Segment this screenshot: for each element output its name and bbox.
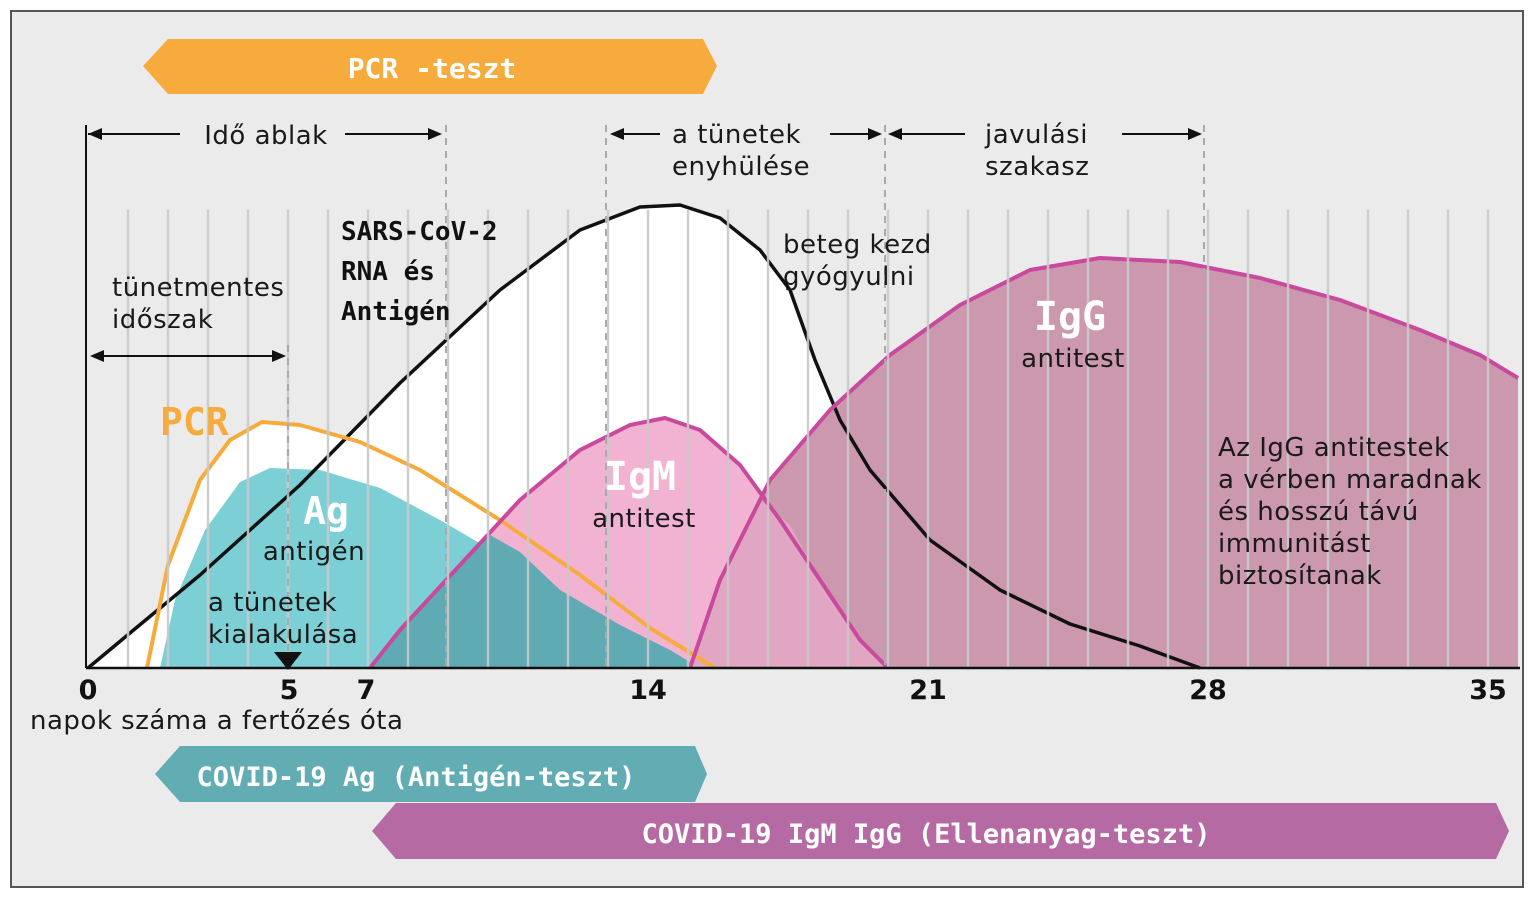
antigen-igm-overlap-area [370,535,700,668]
symptom-onset-label-1: a tünetek [208,588,337,618]
onset-marker-icon [274,652,302,670]
antigen-test-banner [155,746,707,802]
igg-note-line-3: és hosszú távú [1218,497,1419,527]
asymptomatic-label-1: tünetmentes [112,273,284,303]
antibody-test-banner-label: COVID-19 IgM IgG (Ellenanyag-teszt) [642,819,1211,850]
antigen-title-label: Ag [303,489,349,533]
rna-antigen-curve [86,203,1201,670]
day-grid-lines-overlay [126,210,1490,668]
patient-recovering-label-1: beteg kezd [783,230,932,260]
antigen-test-banner-label: COVID-19 Ag (Antigén-teszt) [197,762,636,793]
x-axis-label: napok száma a fertőzés óta [30,706,403,736]
x-tick-label: 7 [357,675,376,706]
igg-area [690,258,1518,668]
symptom-onset-label-2: kialakulása [208,620,358,650]
igg-note-line-4: immunitást [1218,529,1371,559]
pcr-test-banner [143,39,717,94]
igm-sub-label: antitest [592,504,696,534]
igg-note-line-1: Az IgG antitestek [1218,433,1450,463]
igm-curve [368,416,890,670]
x-tick-label: 14 [629,675,667,706]
recovery-phase-label-1: javulási [984,120,1088,150]
x-tick-label: 0 [79,675,98,706]
phase-markers [287,125,1205,668]
time-window-label: Idő ablak [204,121,328,151]
igm-title-label: IgM [604,454,676,500]
x-tick-label: 28 [1189,675,1227,706]
symptoms-ease-label-1: a tünetek [672,120,801,150]
rna-label-1: SARS-CoV-2 [341,217,498,247]
igg-note-line-2: a vérben maradnak [1218,465,1482,495]
asymptomatic-label-2: időszak [112,305,213,335]
phase-arrowheads [88,128,1202,362]
rna-label-3: Antigén [341,297,451,327]
igg-curve [688,256,1520,669]
antibody-test-banner [372,803,1509,859]
pcr-test-banner-label: PCR -teszt [348,52,517,85]
symptoms-ease-label-2: enyhülése [672,152,810,182]
x-tick-label: 5 [280,675,299,706]
recovery-phase-label-2: szakasz [985,152,1089,182]
rna-label-2: RNA és [341,257,435,287]
patient-recovering-label-2: gyógyulni [783,262,915,292]
antigen-sub-label: antigén [263,537,365,567]
pcr-curve-label: PCR [160,400,229,444]
pcr-curve [145,420,717,670]
igg-note-line-5: biztosítanak [1218,561,1382,591]
x-tick-label: 21 [909,675,947,706]
igg-title-label: IgG [1034,294,1106,340]
x-tick-label: 35 [1469,675,1507,706]
igg-sub-label: antitest [1021,344,1125,374]
phase-arrows [88,133,1200,357]
